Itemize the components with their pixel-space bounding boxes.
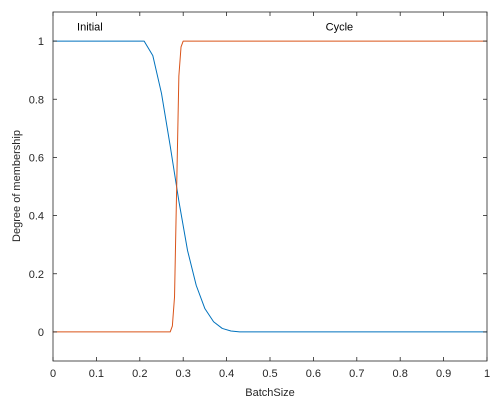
x-tick-label: 0.3 [176,368,191,380]
x-axis-ticks: 0 0.1 0.2 0.3 0.4 0.5 0.6 0.7 0.8 0.9 1 [50,12,490,380]
y-tick-label: 0.2 [29,269,44,281]
x-tick-label: 1 [484,368,490,380]
y-tick-label: 1 [38,36,44,48]
curve-label-initial: Initial [77,22,103,34]
y-tick-label: 0 [38,327,44,339]
x-tick-label: 0.4 [219,368,234,380]
curves [52,40,488,333]
curve-labels: Initial Cycle [77,22,353,34]
y-tick-label: 0.4 [29,211,44,223]
x-tick-label: 0.1 [89,368,104,380]
x-tick-label: 0.2 [132,368,147,380]
curve-label-cycle: Cycle [326,22,354,34]
x-tick-label: 0.9 [436,368,451,380]
series-line-cycle [52,40,488,333]
y-tick-label: 0.8 [29,94,44,106]
y-tick-label: 0.6 [29,152,44,164]
plot-area [53,12,487,361]
y-axis-ticks: 0 0.2 0.4 0.6 0.8 1 [29,36,487,339]
x-axis-label: BatchSize [245,387,295,399]
x-tick-label: 0.5 [262,368,277,380]
x-tick-label: 0 [50,368,56,380]
x-tick-label: 0.8 [393,368,408,380]
x-tick-label: 0.6 [306,368,321,380]
series-line-initial [52,40,488,333]
x-tick-label: 0.7 [349,368,364,380]
y-axis-label: Degree of membership [11,130,23,242]
